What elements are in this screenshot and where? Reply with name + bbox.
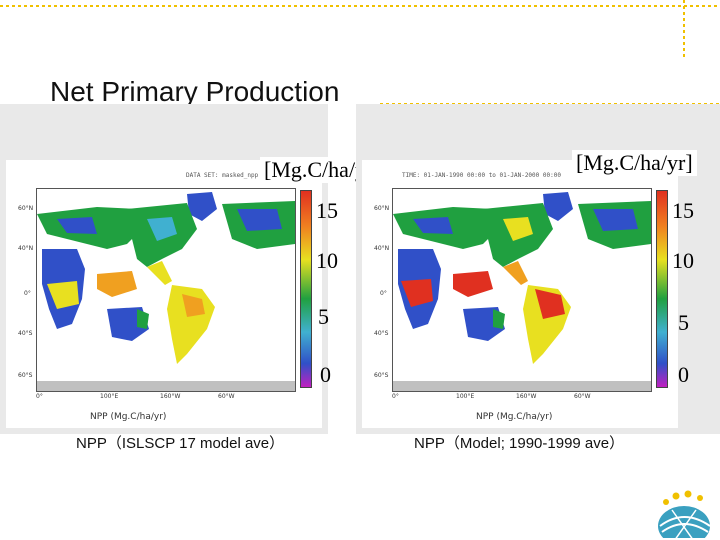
- left-map-header: DATA SET: masked_npp: [186, 172, 259, 179]
- right-xlabel: NPP (Mg.C/ha/yr): [476, 412, 553, 422]
- left-caption: NPP（ISLSCP 17 model ave）: [76, 435, 285, 452]
- left-lat-tick-1: 60°N: [18, 205, 34, 212]
- left-map-drawing: [37, 192, 295, 391]
- right-map-header: TIME: 01-JAN-1990 00:00 to 01-JAN-2000 0…: [402, 172, 561, 179]
- left-lon-tick-2: 100°E: [100, 393, 119, 400]
- right-lon-tick-2: 100°E: [456, 393, 475, 400]
- right-cb-label-0: 0: [678, 362, 689, 387]
- right-map: [392, 188, 652, 392]
- right-caption: NPP（Model; 1990-1999 ave）: [414, 435, 625, 452]
- left-lon-tick-3: 160°W: [160, 393, 181, 400]
- left-lon-tick-1: 0°: [36, 393, 43, 400]
- left-lat-tick-2: 40°N: [18, 245, 34, 252]
- right-unit-label: [Mg.C/ha/yr]: [572, 150, 697, 176]
- right-lon-tick-1: 0°: [392, 393, 399, 400]
- left-lon-tick-4: 60°W: [218, 393, 235, 400]
- right-lon-tick-4: 60°W: [574, 393, 591, 400]
- left-lat-tick-5: 60°S: [18, 372, 33, 379]
- right-lat-tick-3: 0°: [380, 290, 387, 297]
- left-cb-label-15: 15: [316, 198, 338, 223]
- right-lat-tick-4: 40°S: [374, 330, 389, 337]
- globe-logo-icon: [658, 490, 711, 538]
- left-colorbar: [300, 190, 312, 388]
- right-lon-tick-3: 160°W: [516, 393, 537, 400]
- right-cb-label-10: 10: [672, 248, 694, 273]
- right-lat-tick-1: 60°N: [374, 205, 390, 212]
- right-cb-label-15: 15: [672, 198, 694, 223]
- right-colorbar: [656, 190, 668, 388]
- left-map: [36, 188, 296, 392]
- page-title: Net Primary Production: [50, 76, 340, 107]
- left-lat-tick-4: 40°S: [18, 330, 33, 337]
- left-lat-tick-3: 0°: [24, 290, 31, 297]
- left-xlabel: NPP (Mg.C/ha/yr): [90, 412, 167, 422]
- left-cb-label-0: 0: [320, 362, 331, 387]
- right-map-drawing: [393, 192, 651, 391]
- right-lat-tick-5: 60°S: [374, 372, 389, 379]
- left-cb-label-5: 5: [318, 304, 329, 329]
- right-cb-label-5: 5: [678, 310, 689, 335]
- right-lat-tick-2: 40°N: [374, 245, 390, 252]
- left-cb-label-10: 10: [316, 248, 338, 273]
